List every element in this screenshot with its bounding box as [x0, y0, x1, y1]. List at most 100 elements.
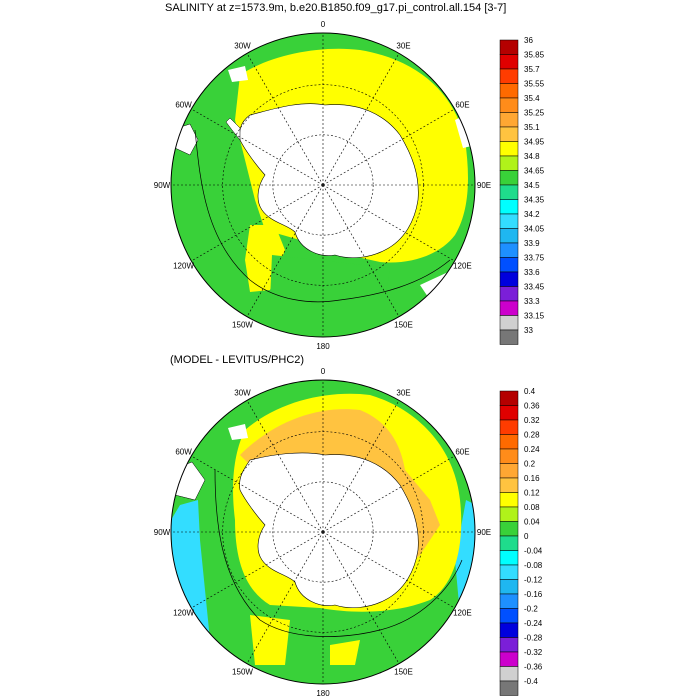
longitude-label: 150E: [394, 320, 413, 329]
colorbar-swatch: [499, 54, 519, 70]
colorbar-swatch: [499, 593, 519, 609]
meridian-line: [191, 455, 324, 533]
contour-line: [194, 129, 451, 303]
longitude-label: 150E: [394, 667, 413, 676]
longitude-label: 90W: [154, 181, 171, 190]
colorbar-tick-label: 34.2: [524, 210, 540, 219]
colorbar-swatch: [499, 434, 519, 450]
colorbar-swatch: [499, 170, 519, 186]
meridian-line: [191, 531, 324, 609]
meridian-line: [322, 455, 455, 533]
meridian-line: [322, 108, 455, 186]
land-patch-n: [228, 424, 248, 440]
colorbar-tick-label: 35.4: [524, 94, 540, 103]
longitude-labels: 0 30E 60E 90E 120E 150E 180 150W 120W 90W 60W 30W: [154, 367, 491, 698]
positive-anomaly-pacific: [250, 615, 290, 665]
antarctic-peninsula: [225, 117, 241, 141]
colorbar-swatch: [499, 97, 519, 113]
colorbar-swatch: [499, 535, 519, 551]
colorbar-tick-label: 33.3: [524, 297, 540, 306]
colorbar-tick-label: 33.75: [524, 254, 545, 263]
map-boundary: [170, 32, 476, 338]
colorbar-swatch: [499, 492, 519, 508]
colorbar-swatch: [499, 39, 519, 55]
colorbar-tick-label: -0.28: [524, 634, 543, 643]
longitude-label: 180: [316, 689, 330, 698]
colorbar-swatch: [499, 666, 519, 682]
latitude-circle: [272, 481, 374, 583]
longitude-label: 30E: [396, 389, 410, 398]
colorbar-swatch: [499, 651, 519, 667]
salinity-pacific-patch: [270, 255, 390, 300]
longitude-label: 180: [316, 342, 330, 351]
colorbar-swatch: [499, 477, 519, 493]
colorbar-swatch: [499, 390, 519, 406]
meridian-line: [191, 184, 324, 262]
colorbar-tick-label: 36: [524, 36, 533, 45]
meridian-line: [246, 53, 324, 186]
colorbar-tick-label: 35.25: [524, 109, 545, 118]
colorbar-tick-label: 33.15: [524, 312, 545, 321]
colorbar-swatch: [499, 184, 519, 200]
colorbar-tick-label: -0.24: [524, 619, 543, 628]
contour-line: [214, 469, 463, 637]
colorbar-tick-label: 35.1: [524, 123, 540, 132]
colorbar-tick-label: 33: [524, 326, 533, 335]
land-patch-n: [228, 66, 248, 82]
plot-title-salinity: SALINITY at z=1573.9m, b.e20.B1850.f09_g…: [165, 2, 507, 14]
colorbar-swatch: [499, 463, 519, 479]
meridian-line: [322, 400, 400, 533]
colorbar-tick-label: -0.08: [524, 561, 543, 570]
longitude-labels: 0 30E 60E 90E 120E 150E 180 150W 120W 90W 60W 30W: [154, 20, 491, 351]
colorbar-swatch: [499, 141, 519, 157]
colorbar-tick-label: -0.16: [524, 590, 543, 599]
colorbar-tick-label: 34.65: [524, 167, 545, 176]
colorbar-tick-label: 0.36: [524, 402, 540, 411]
colorbar-tick-label: 0.28: [524, 431, 540, 440]
colorbar-swatch: [499, 213, 519, 229]
colorbar-tick-label: -0.2: [524, 605, 538, 614]
colorbar-tick-label: 0.2: [524, 460, 536, 469]
colorbar-tick-label: 0.08: [524, 503, 540, 512]
colorbar-tick-label: 33.6: [524, 268, 540, 277]
colorbar-swatch: [499, 257, 519, 273]
meridian-line: [322, 531, 455, 609]
colorbar-swatch: [499, 550, 519, 566]
salinity-map: 0 30E 60E 90E 120E 150E 180 150W 120W 90W 60W 30W: [154, 20, 491, 351]
antarctica-landmass: [239, 452, 419, 609]
colorbar-swatch: [499, 199, 519, 215]
colorbar-tick-label: 34.35: [524, 196, 545, 205]
colorbar-swatch: [499, 242, 519, 258]
colorbar-swatch: [499, 329, 519, 345]
colorbar-swatch: [499, 622, 519, 638]
meridian-line: [246, 400, 324, 533]
colorbar-swatch: [499, 126, 519, 142]
longitude-label: 90E: [477, 181, 491, 190]
meridian-line: [246, 184, 324, 317]
plot-title-difference: (MODEL - LEVITUS/PHC2): [170, 354, 305, 366]
longitude-label: 120E: [453, 262, 472, 271]
longitude-label: 90E: [477, 528, 491, 537]
latitude-circle: [272, 134, 374, 236]
colorbar-tick-label: -0.32: [524, 648, 543, 657]
longitude-label: 30E: [396, 42, 410, 51]
colorbar-swatch: [499, 579, 519, 595]
colorbar-swatch: [499, 680, 519, 696]
longitude-label: 60E: [455, 101, 469, 110]
meridian-line: [322, 53, 400, 186]
longitude-label: 120E: [453, 609, 472, 618]
colorbar-tick-label: 0: [524, 532, 529, 541]
colorbar-tick-label: 0.24: [524, 445, 540, 454]
colorbar-tick-label: -0.12: [524, 576, 543, 585]
meridian-line: [322, 531, 400, 664]
colorbar-swatch: [499, 315, 519, 331]
colorbar-swatch: [499, 155, 519, 171]
meridian-line: [246, 531, 324, 664]
colorbar-swatch: [499, 271, 519, 287]
colorbar-tick-label: 33.45: [524, 283, 545, 292]
colorbar-tick-label: 34.95: [524, 138, 545, 147]
colorbar-swatch: [499, 286, 519, 302]
colorbar-tick-label: 33.9: [524, 239, 540, 248]
colorbar-tick-label: 0.04: [524, 518, 540, 527]
